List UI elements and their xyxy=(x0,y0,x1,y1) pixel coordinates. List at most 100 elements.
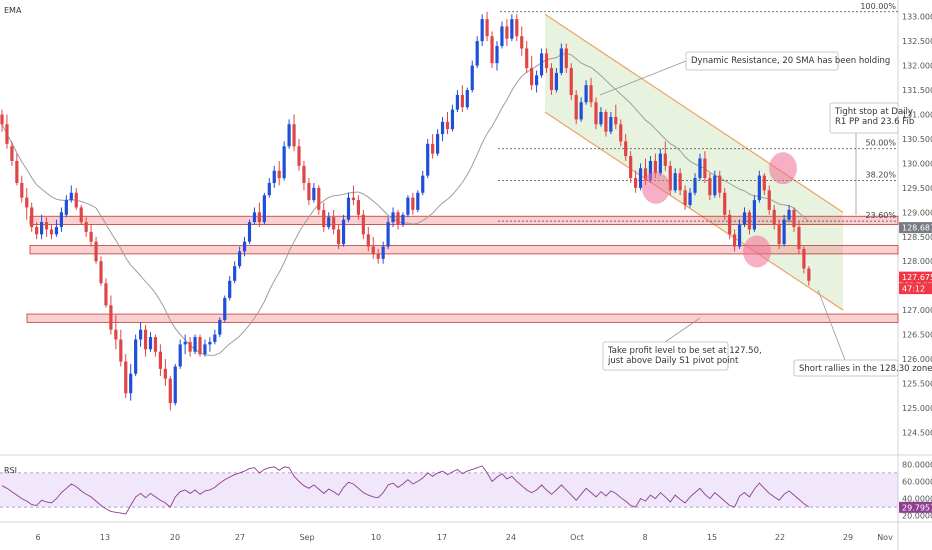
candle-body xyxy=(282,146,286,179)
price-tag-label: 127.6750 xyxy=(902,273,932,282)
candle-body xyxy=(767,190,771,210)
candle-body xyxy=(0,114,4,125)
candle-body xyxy=(475,41,479,66)
candle-body xyxy=(139,329,143,340)
candle-body xyxy=(381,246,385,259)
candle-body xyxy=(337,229,341,245)
candle-body xyxy=(772,209,776,225)
candle-body xyxy=(688,192,692,205)
candle-body xyxy=(485,19,489,37)
annotation-text: Short rallies in the 128.30 zone xyxy=(799,364,932,374)
candle-body xyxy=(297,146,301,166)
candle-body xyxy=(599,112,603,125)
sma-20-line xyxy=(1,52,810,356)
candle-body xyxy=(757,175,761,201)
candle-body xyxy=(262,195,266,223)
candle-body xyxy=(5,124,9,144)
candle-body xyxy=(436,134,440,154)
candle-body xyxy=(143,329,148,350)
sma-line xyxy=(1,52,810,356)
candle-body xyxy=(807,268,811,281)
fib-levels: 100.00% 50.00% 38.20% 23.60% xyxy=(498,2,898,222)
candle-body xyxy=(119,339,123,362)
candle-body xyxy=(653,160,657,174)
resistance-zone xyxy=(29,215,899,225)
annotation-box xyxy=(829,102,899,134)
price-tag-box xyxy=(899,222,932,234)
candle-body xyxy=(559,48,563,73)
candle-body xyxy=(723,192,727,215)
candle-body xyxy=(54,227,59,235)
annotations: Dynamic Resistance, 20 SMA has been hold… xyxy=(599,51,932,377)
candle-body xyxy=(287,124,291,147)
price-tick-label: 125.0000 xyxy=(902,404,932,413)
candle-body xyxy=(782,219,786,245)
candle-body xyxy=(737,224,742,247)
candle-body xyxy=(361,214,365,235)
time-tick-label: 10 xyxy=(371,533,381,542)
time-tick-label: 20 xyxy=(170,533,180,542)
candle-body xyxy=(208,341,212,345)
take-profit-zone xyxy=(26,313,899,323)
price-tag-box xyxy=(899,271,932,283)
candle-body xyxy=(228,280,232,298)
price-tick-label: 133.0000 xyxy=(902,13,932,22)
candle-body xyxy=(15,160,19,183)
time-axis: 6 13 20 27 Sep 10 17 24 Oct 8 15 22 29 Nov xyxy=(35,533,893,542)
candle-body xyxy=(594,102,598,125)
rsi-current-label: 29.7957 xyxy=(902,503,932,512)
annotation-text: Tight stop at Daily xyxy=(834,107,913,117)
candle-body xyxy=(742,212,747,225)
channel-lower-line xyxy=(544,111,844,311)
candle-body xyxy=(604,112,608,132)
candle-body xyxy=(247,222,252,242)
candle-body xyxy=(267,182,271,196)
annotation-pointer xyxy=(599,60,687,96)
candle-body xyxy=(406,197,410,215)
price-tick-label: 125.5000 xyxy=(902,380,932,389)
time-tick-label: 17 xyxy=(437,533,447,542)
candle-body xyxy=(346,197,351,220)
fib-label: 50.00% xyxy=(865,139,896,148)
time-tick-label: 27 xyxy=(235,533,245,542)
candle-body xyxy=(733,234,737,247)
candle-body xyxy=(213,334,217,342)
annotation-text: just above Daily S1 pivot point xyxy=(607,356,739,366)
price-tick-label: 124.5000 xyxy=(902,428,932,437)
candle-body xyxy=(525,48,529,69)
time-tick-label: 8 xyxy=(642,533,647,542)
fib-label: 38.20% xyxy=(865,171,896,180)
time-tick-label: Oct xyxy=(570,533,584,542)
candle-body xyxy=(624,141,628,157)
candle-body xyxy=(549,68,554,91)
candle-body xyxy=(579,102,583,120)
candle-body xyxy=(416,192,420,210)
rsi-tick-label: 40.0000 xyxy=(902,495,932,504)
price-tick-label: 128.0000 xyxy=(902,257,932,266)
annotation-pointer xyxy=(817,289,846,361)
descending-channel xyxy=(544,13,844,311)
fib-label: 100.00% xyxy=(860,2,896,11)
candle-body xyxy=(94,241,98,262)
candle-body xyxy=(109,305,113,330)
candle-body xyxy=(401,214,405,225)
candle-body xyxy=(564,48,568,69)
time-tick-label: 29 xyxy=(843,533,853,542)
candle-body xyxy=(386,222,390,247)
candle-body xyxy=(30,207,34,227)
candle-body xyxy=(713,175,717,196)
price-tick-label: 130.0000 xyxy=(902,159,932,168)
candle-body xyxy=(242,241,247,252)
rsi-tick-label: 60.0000 xyxy=(902,477,932,486)
candle-body xyxy=(104,283,108,306)
rsi-label: RSI xyxy=(4,466,17,475)
time-tick-label: 13 xyxy=(100,533,110,542)
time-tick-label: Sep xyxy=(299,533,314,542)
candle-body xyxy=(589,85,593,103)
candle-body xyxy=(495,46,499,64)
annotation-box xyxy=(602,341,729,371)
candle-body xyxy=(634,178,638,188)
candle-body xyxy=(544,53,549,69)
